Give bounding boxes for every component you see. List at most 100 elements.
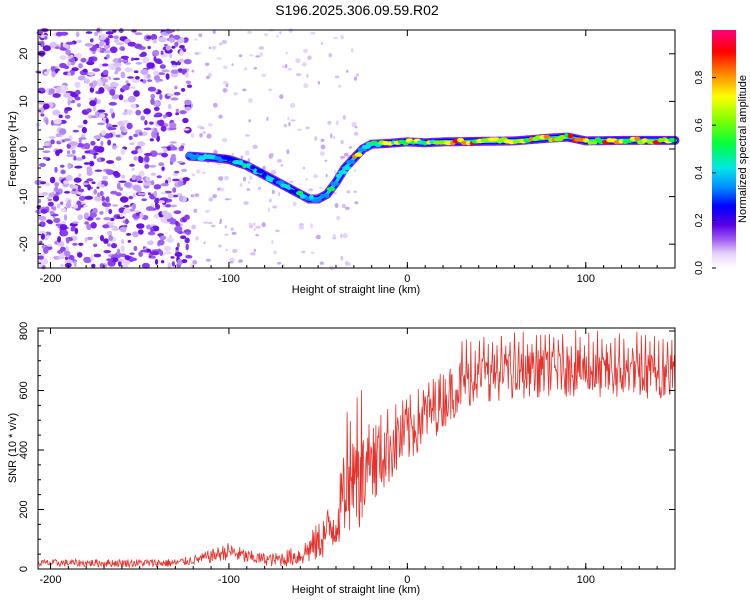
noise-cell bbox=[212, 29, 216, 34]
noise-cell bbox=[163, 245, 171, 251]
noise-cell bbox=[238, 260, 243, 263]
noise-cell bbox=[99, 113, 105, 119]
noise-cell bbox=[190, 194, 195, 198]
noise-cell bbox=[107, 139, 111, 146]
noise-cell bbox=[328, 53, 333, 58]
noise-cell bbox=[74, 91, 81, 95]
noise-cell bbox=[164, 190, 172, 194]
noise-cell bbox=[90, 222, 97, 229]
noise-cell bbox=[288, 121, 291, 127]
noise-cell bbox=[163, 114, 167, 119]
noise-cell bbox=[97, 109, 106, 113]
noise-cell bbox=[168, 53, 173, 59]
noise-cell bbox=[92, 68, 101, 72]
noise-cell bbox=[160, 183, 169, 187]
noise-cell bbox=[59, 62, 67, 69]
noise-cell bbox=[218, 42, 223, 46]
noise-cell bbox=[210, 224, 216, 228]
noise-cell bbox=[354, 132, 359, 136]
noise-cell bbox=[112, 204, 119, 207]
noise-cell bbox=[171, 64, 178, 68]
noise-cell bbox=[304, 82, 307, 86]
noise-cell bbox=[158, 200, 165, 204]
noise-cell bbox=[184, 72, 189, 78]
ridge-cell bbox=[304, 196, 311, 201]
noise-cell bbox=[59, 224, 68, 231]
noise-cell bbox=[267, 207, 270, 213]
ridge-cell bbox=[330, 181, 340, 186]
noise-cell bbox=[77, 124, 84, 129]
noise-cell bbox=[92, 80, 98, 87]
noise-cell bbox=[37, 87, 46, 93]
noise-cell bbox=[90, 38, 94, 43]
noise-cell bbox=[181, 259, 188, 264]
noise-cell bbox=[157, 239, 165, 246]
noise-cell bbox=[43, 247, 49, 254]
noise-cell bbox=[60, 84, 68, 91]
noise-cell bbox=[165, 45, 171, 51]
noise-cell bbox=[244, 67, 248, 71]
noise-cell bbox=[59, 253, 65, 257]
noise-cell bbox=[119, 253, 127, 258]
noise-cell bbox=[74, 81, 81, 89]
noise-cell bbox=[150, 226, 154, 233]
noise-cell bbox=[180, 235, 187, 239]
noise-cell bbox=[133, 245, 138, 252]
x-tick-label: -200 bbox=[39, 273, 61, 285]
noise-cell bbox=[280, 164, 284, 167]
noise-cell bbox=[173, 91, 181, 96]
noise-cell bbox=[51, 70, 56, 78]
noise-cell bbox=[78, 173, 82, 178]
noise-cell bbox=[103, 238, 109, 244]
noise-cell bbox=[140, 51, 147, 57]
x-tick-label: 0 bbox=[404, 273, 410, 285]
noise-cell bbox=[96, 186, 100, 189]
noise-cell bbox=[74, 96, 81, 101]
noise-cell bbox=[324, 159, 328, 162]
noise-cell bbox=[113, 62, 122, 67]
noise-cell bbox=[72, 188, 77, 192]
noise-cell bbox=[216, 57, 222, 60]
noise-cell bbox=[225, 248, 228, 252]
noise-cell bbox=[121, 264, 129, 268]
ridge-cell bbox=[342, 165, 352, 171]
ridge-cell bbox=[354, 152, 363, 157]
noise-cell bbox=[52, 93, 61, 98]
noise-cell bbox=[145, 248, 152, 253]
ridge-cell bbox=[226, 156, 232, 162]
ridge-cell bbox=[564, 133, 569, 138]
noise-cell bbox=[120, 55, 129, 60]
noise-cell bbox=[261, 73, 267, 78]
noise-cell bbox=[174, 252, 183, 257]
noise-cell bbox=[138, 132, 143, 136]
ridge-cell bbox=[190, 155, 198, 160]
noise-cell bbox=[166, 93, 174, 97]
noise-cell bbox=[218, 176, 224, 181]
noise-cell bbox=[308, 188, 314, 192]
noise-cell bbox=[125, 80, 129, 84]
noise-cell bbox=[346, 69, 349, 73]
noise-cell bbox=[109, 89, 116, 96]
noise-cell bbox=[64, 107, 73, 111]
noise-cell bbox=[112, 170, 120, 177]
noise-cell bbox=[351, 121, 357, 127]
noise-cell bbox=[262, 165, 266, 170]
noise-cell bbox=[66, 237, 70, 244]
noise-cell bbox=[108, 208, 113, 215]
noise-cell bbox=[139, 212, 144, 219]
noise-cell bbox=[42, 145, 49, 148]
noise-cell bbox=[77, 75, 86, 81]
noise-cell bbox=[159, 250, 164, 256]
noise-cell bbox=[119, 125, 126, 132]
noise-cell bbox=[40, 208, 48, 214]
noise-cell bbox=[112, 58, 120, 64]
noise-cell bbox=[106, 54, 110, 59]
noise-cell bbox=[63, 250, 71, 257]
noise-cell bbox=[50, 119, 54, 126]
noise-cell bbox=[119, 226, 127, 233]
noise-cell bbox=[78, 195, 86, 201]
noise-cell bbox=[93, 253, 102, 258]
noise-cell bbox=[105, 40, 110, 46]
noise-cell bbox=[122, 112, 128, 116]
noise-cell bbox=[233, 92, 238, 96]
